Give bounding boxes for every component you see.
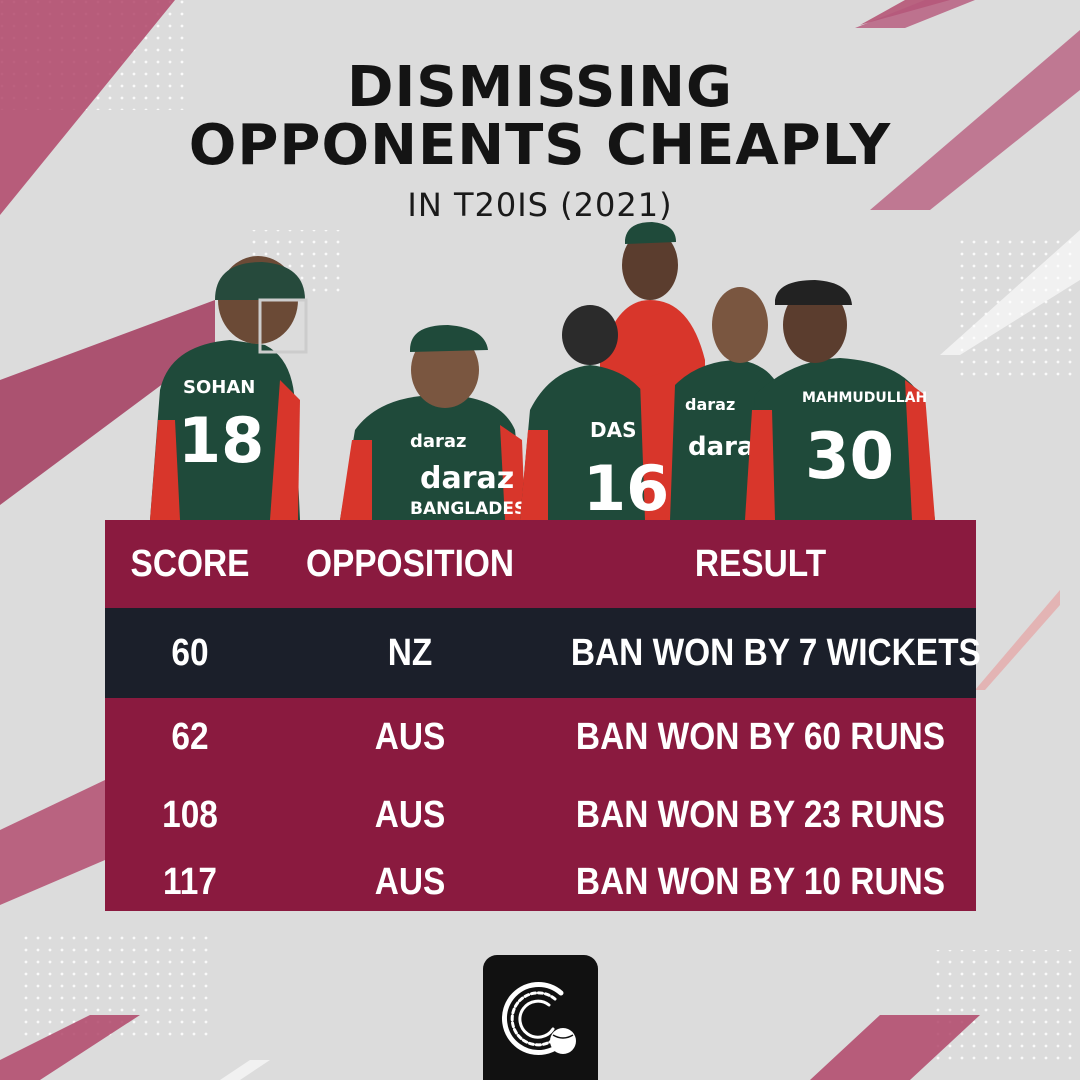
table-header-row: SCORE OPPOSITION RESULT <box>105 520 976 608</box>
cricket-ball-logo-icon <box>502 981 576 1055</box>
players-photo: SOHAN 18 daraz daraz BANGLADESH DAS <box>150 222 935 525</box>
cell-score: 62 <box>171 715 209 758</box>
jersey-sponsor: daraz <box>410 431 467 452</box>
player-sohan: SOHAN 18 <box>150 256 308 520</box>
player-center-left: daraz daraz BANGLADESH <box>340 325 540 520</box>
cell-result: BAN WON BY 10 RUNS <box>575 861 946 903</box>
table-row: 62 AUS BAN WON BY 60 RUNS <box>105 698 976 778</box>
player-das: DAS 16 <box>520 305 680 525</box>
cell-result: BAN WON BY 7 WICKETS <box>570 631 981 674</box>
cell-score: 117 <box>163 861 217 903</box>
table-row: 60 NZ BAN WON BY 7 WICKETS <box>105 608 981 698</box>
jersey-country: BANGLADESH <box>410 499 540 519</box>
diagonal-stripe <box>0 300 215 505</box>
diagonal-stripe <box>0 0 175 215</box>
cell-result: BAN WON BY 60 RUNS <box>575 715 946 758</box>
title-line-2: OPPONENTS CHEAPLY <box>188 113 892 178</box>
diagonal-stripe <box>855 0 975 28</box>
cell-opposition: AUS <box>374 793 446 836</box>
jersey-number-18: 18 <box>178 404 264 477</box>
cell-score: 60 <box>171 631 209 674</box>
cell-opposition: AUS <box>374 861 446 903</box>
header-result: RESULT <box>694 542 827 585</box>
diagonal-stripe <box>0 780 105 905</box>
title-line-1: DISMISSING <box>346 55 734 120</box>
jersey-number-16: 16 <box>583 452 669 525</box>
jersey-name-das: DAS <box>590 418 636 442</box>
cell-opposition: NZ <box>387 631 433 674</box>
cell-opposition: AUS <box>374 715 446 758</box>
table-row: 108 AUS BAN WON BY 23 RUNS <box>105 776 976 856</box>
player-mahmudullah: MAHMUDULLAH 30 <box>745 280 935 520</box>
cell-result: BAN WON BY 23 RUNS <box>575 793 946 836</box>
table-row: 117 AUS BAN WON BY 10 RUNS <box>105 854 976 911</box>
jersey-name-mahmudullah: MAHMUDULLAH <box>802 390 927 406</box>
diagonal-stripe <box>810 1015 980 1080</box>
cell-score: 108 <box>162 793 218 836</box>
dot-pattern <box>930 950 1080 1060</box>
subtitle: IN T20IS (2021) <box>407 186 673 224</box>
jersey-name-sohan: SOHAN <box>183 377 255 398</box>
results-table: SCORE OPPOSITION RESULT 60 NZ BAN WON BY… <box>105 520 981 911</box>
diagonal-stripe <box>975 590 1060 690</box>
diagonal-stripe <box>870 30 1080 210</box>
header-score: SCORE <box>130 542 250 585</box>
diagonal-stripe <box>0 1015 140 1080</box>
header-opposition: OPPOSITION <box>305 542 515 585</box>
jersey-sponsor: daraz <box>685 395 735 414</box>
diagonal-stripe <box>220 1060 270 1080</box>
diagonal-stripe <box>940 230 1080 355</box>
brand-logo <box>483 955 598 1080</box>
jersey-number-30: 30 <box>805 420 894 494</box>
jersey-sponsor-large: daraz <box>420 461 514 496</box>
